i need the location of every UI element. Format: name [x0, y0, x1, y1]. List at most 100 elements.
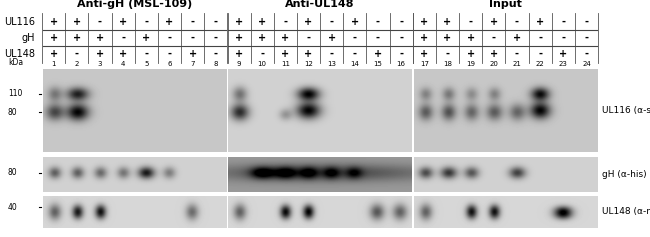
Text: +: + — [165, 17, 174, 27]
Text: 80: 80 — [8, 108, 18, 117]
Text: -: - — [515, 49, 519, 59]
Text: -: - — [121, 33, 125, 43]
Text: Anti-gH (MSL-109): Anti-gH (MSL-109) — [77, 0, 192, 9]
Text: +: + — [467, 33, 474, 43]
Text: +: + — [374, 49, 382, 59]
Text: -: - — [376, 33, 380, 43]
Text: 12: 12 — [304, 61, 313, 67]
Text: -: - — [469, 17, 473, 27]
Text: -: - — [306, 33, 311, 43]
Text: -: - — [98, 17, 102, 27]
Text: +: + — [559, 49, 567, 59]
Text: 14: 14 — [350, 61, 359, 67]
Text: -: - — [584, 49, 588, 59]
Text: -: - — [190, 17, 194, 27]
Text: +: + — [119, 17, 127, 27]
Text: 3: 3 — [98, 61, 102, 67]
Text: 7: 7 — [190, 61, 195, 67]
Bar — [228, 69, 411, 152]
Text: kDa: kDa — [8, 58, 23, 67]
Text: 80: 80 — [8, 168, 18, 177]
Text: -: - — [584, 33, 588, 43]
Text: -: - — [538, 49, 542, 59]
Text: -: - — [75, 49, 79, 59]
Text: 18: 18 — [443, 61, 452, 67]
Text: +: + — [73, 33, 81, 43]
Text: -: - — [190, 33, 194, 43]
Text: +: + — [235, 33, 243, 43]
Text: +: + — [467, 49, 474, 59]
Text: +: + — [513, 33, 521, 43]
Text: -: - — [492, 33, 496, 43]
Text: 5: 5 — [144, 61, 148, 67]
Text: 16: 16 — [396, 61, 406, 67]
Text: +: + — [119, 49, 127, 59]
Text: 9: 9 — [237, 61, 241, 67]
Text: -: - — [214, 17, 218, 27]
Text: 20: 20 — [489, 61, 498, 67]
Text: -: - — [445, 49, 449, 59]
Bar — [413, 157, 597, 192]
Text: -: - — [399, 33, 403, 43]
Text: -: - — [214, 49, 218, 59]
Bar — [43, 196, 226, 228]
Text: 13: 13 — [327, 61, 336, 67]
Text: +: + — [351, 17, 359, 27]
Text: -: - — [399, 17, 403, 27]
Bar — [228, 157, 411, 192]
Text: 21: 21 — [512, 61, 521, 67]
Text: UL116 (α-strep): UL116 (α-strep) — [602, 106, 650, 115]
Text: -: - — [561, 33, 566, 43]
Text: -: - — [214, 33, 218, 43]
Bar — [43, 69, 226, 152]
Text: -: - — [168, 33, 172, 43]
Text: -: - — [584, 17, 588, 27]
Text: -: - — [538, 33, 542, 43]
Text: -: - — [376, 17, 380, 27]
Text: 22: 22 — [536, 61, 545, 67]
Text: 1: 1 — [51, 61, 56, 67]
Text: 15: 15 — [374, 61, 382, 67]
Text: 11: 11 — [281, 61, 290, 67]
Text: 110: 110 — [8, 89, 22, 98]
Text: 2: 2 — [75, 61, 79, 67]
Text: +: + — [142, 33, 150, 43]
Text: +: + — [235, 49, 243, 59]
Text: +: + — [49, 33, 58, 43]
Bar — [228, 196, 411, 228]
Text: -: - — [260, 49, 264, 59]
Text: +: + — [73, 17, 81, 27]
Text: +: + — [420, 33, 428, 43]
Text: -: - — [399, 49, 403, 59]
Text: -: - — [353, 33, 357, 43]
Text: +: + — [258, 33, 266, 43]
Text: +: + — [49, 49, 58, 59]
Text: 4: 4 — [121, 61, 125, 67]
Text: +: + — [281, 33, 289, 43]
Text: -: - — [283, 17, 287, 27]
Text: 17: 17 — [420, 61, 429, 67]
Text: UL148: UL148 — [4, 49, 35, 59]
Text: +: + — [328, 33, 335, 43]
Text: -: - — [353, 49, 357, 59]
Bar — [413, 69, 597, 152]
Text: +: + — [420, 17, 428, 27]
Text: -: - — [168, 49, 172, 59]
Text: gH (α-his): gH (α-his) — [602, 170, 647, 179]
Text: +: + — [420, 49, 428, 59]
Text: +: + — [443, 33, 452, 43]
Text: -: - — [330, 49, 333, 59]
Text: +: + — [96, 49, 104, 59]
Text: +: + — [258, 17, 266, 27]
Text: gH: gH — [21, 33, 35, 43]
Text: +: + — [235, 17, 243, 27]
Text: +: + — [188, 49, 197, 59]
Text: +: + — [443, 17, 452, 27]
Text: +: + — [281, 49, 289, 59]
Text: -: - — [144, 49, 148, 59]
Text: +: + — [489, 49, 498, 59]
Text: 40: 40 — [8, 203, 18, 212]
Text: +: + — [489, 17, 498, 27]
Text: +: + — [304, 17, 313, 27]
Text: 8: 8 — [213, 61, 218, 67]
